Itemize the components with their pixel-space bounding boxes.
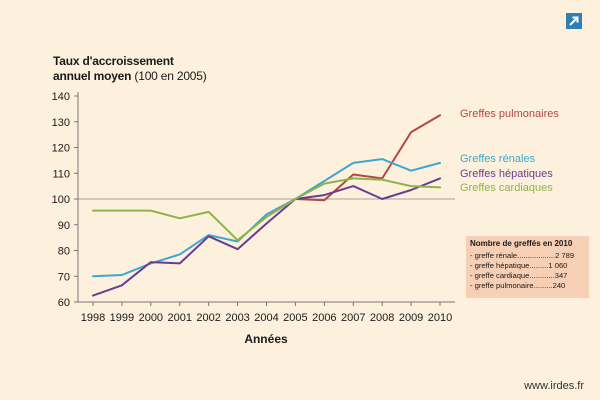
series-line-greffes-hepatiques: [92, 177, 441, 297]
x-tick-label: 2004: [254, 312, 278, 324]
transplant-count-row: - greffe pulmonaire.........240: [470, 281, 585, 291]
y-tick-label: 120: [52, 143, 70, 155]
transplant-count-row: - greffe cardiaque............347: [470, 271, 585, 281]
x-tick-label: 1998: [81, 312, 105, 324]
series-line-greffes-pulmonaires: [294, 114, 441, 202]
y-axis-title: Taux d'accroissement annuel moyen (100 e…: [53, 54, 207, 84]
row-label: - greffe cardiaque: [470, 271, 530, 280]
row-dots: .........: [533, 281, 553, 290]
series-label-greffes-pulmonaires: Greffes pulmonaires: [460, 108, 559, 120]
series-label-greffes-hepatiques: Greffes hépatiques: [460, 168, 553, 180]
transplant-count-row: - greffe hépatique.........1 060: [470, 261, 585, 271]
y-axis-title-line1: Taux d'accroissement: [53, 54, 174, 68]
row-dots: ............: [529, 271, 555, 280]
row-value: 1 060: [548, 261, 568, 270]
y-axis-title-bold: annuel moyen: [53, 69, 132, 83]
series-line-greffes-cardiaques: [92, 177, 441, 242]
y-tick-label: 110: [52, 168, 70, 180]
x-tick-label: 2010: [428, 312, 452, 324]
y-tick-label: 130: [52, 117, 70, 129]
y-axis-title-line2: annuel moyen (100 en 2005): [53, 69, 207, 84]
row-value: 2 789: [555, 251, 575, 260]
transplant-count-row: - greffe rénale..................2 789: [470, 251, 585, 261]
x-tick-label: 2007: [341, 312, 365, 324]
row-label: - greffe hépatique: [470, 261, 530, 270]
row-label: - greffe rénale: [470, 251, 518, 260]
x-tick-label: 2008: [370, 312, 394, 324]
x-tick-label: 2009: [399, 312, 423, 324]
y-tick-label: 80: [58, 246, 70, 258]
x-tick-label: 2003: [225, 312, 249, 324]
y-tick-label: 90: [58, 220, 70, 232]
expand-arrow-icon[interactable]: [566, 13, 582, 29]
x-tick-label: 2001: [168, 312, 192, 324]
x-tick-label: 2000: [139, 312, 163, 324]
row-label: - greffe pulmonaire: [470, 281, 534, 290]
source-link[interactable]: www.irdes.fr: [524, 380, 584, 392]
y-tick-label: 100: [52, 194, 70, 206]
x-tick-label: 2006: [312, 312, 336, 324]
y-tick-label: 60: [58, 297, 70, 309]
x-tick-label: 1999: [110, 312, 134, 324]
row-value: 347: [554, 271, 568, 280]
x-axis-title: Années: [244, 332, 288, 346]
y-tick-label: 70: [58, 271, 70, 283]
row-dots: .........: [529, 261, 549, 270]
series-label-greffes-renales: Greffes rénales: [460, 153, 536, 165]
transplant-count-box: Nombre de greffés en 2010 - greffe rénal…: [466, 236, 589, 298]
y-axis-title-unit: (100 en 2005): [131, 69, 207, 83]
series-label-greffes-cardiaques: Greffes cardiaques: [460, 182, 553, 194]
row-dots: ..................: [517, 251, 556, 260]
row-value: 240: [552, 281, 566, 290]
x-tick-label: 2002: [196, 312, 220, 324]
x-tick-label: 2005: [283, 312, 307, 324]
transplant-count-title: Nombre de greffés en 2010: [470, 239, 573, 248]
series-line-greffes-renales: [92, 158, 441, 278]
y-tick-label: 140: [52, 91, 70, 103]
